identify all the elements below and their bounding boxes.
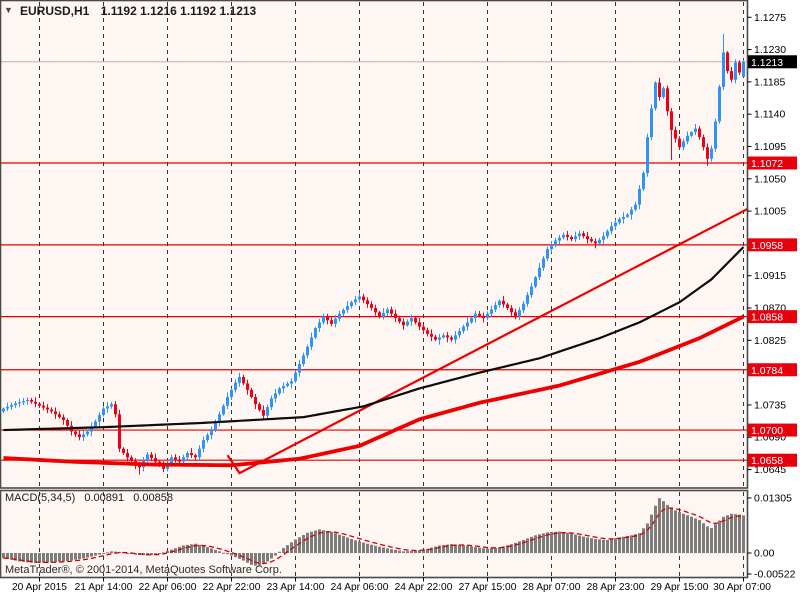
svg-text:1.0645: 1.0645 <box>754 464 786 476</box>
chart-marker-icon: ▼ <box>4 5 13 15</box>
svg-text:24 Apr 22:00: 24 Apr 22:00 <box>395 582 453 593</box>
chart-title: EURUSD,H1 1.1192 1.1216 1.1192 1.1213 <box>20 4 256 18</box>
svg-text:1.0958: 1.0958 <box>751 240 783 252</box>
svg-text:1.1050: 1.1050 <box>754 173 786 185</box>
svg-text:1.0784: 1.0784 <box>751 365 783 377</box>
quote-open: 1.1192 <box>100 4 137 18</box>
indicator-value-signal: 0.00858 <box>133 492 173 504</box>
indicator-value-main: 0.00891 <box>84 492 125 504</box>
svg-text:24 Apr 06:00: 24 Apr 06:00 <box>331 582 389 593</box>
svg-text:22 Apr 06:00: 22 Apr 06:00 <box>139 582 197 593</box>
svg-text:1.1072: 1.1072 <box>751 158 783 170</box>
macd-histogram <box>2 498 745 567</box>
macd-axis: 0.01305 0.00 -0.00522 <box>747 492 796 581</box>
svg-text:1.0858: 1.0858 <box>751 312 783 324</box>
candlestick-series <box>2 33 745 475</box>
svg-text:1.0915: 1.0915 <box>754 270 786 282</box>
symbol-period-label: EURUSD,H1 <box>20 4 90 18</box>
svg-text:1.1140: 1.1140 <box>754 109 785 121</box>
svg-text:1.0658: 1.0658 <box>751 455 783 467</box>
moving-average-red <box>3 314 745 468</box>
moving-average-black <box>3 246 745 432</box>
price-level-labels: 1.1072 1.0958 1.0858 1.0784 1.0700 1.0658 <box>748 156 797 467</box>
svg-text:1.1185: 1.1185 <box>754 76 785 88</box>
ascending-trendline <box>226 207 749 475</box>
svg-text:-0.00522: -0.00522 <box>754 569 796 581</box>
main-pane-border <box>0 0 749 489</box>
svg-text:20 Apr 2015: 20 Apr 2015 <box>12 582 67 593</box>
svg-text:29 Apr 15:00: 29 Apr 15:00 <box>651 582 709 593</box>
svg-text:0.01305: 0.01305 <box>754 492 792 504</box>
quote-low: 1.1192 <box>180 4 217 18</box>
svg-text:1.1005: 1.1005 <box>754 206 786 218</box>
svg-text:22 Apr 22:00: 22 Apr 22:00 <box>203 582 261 593</box>
indicator-name: MACD(5,34,5) <box>5 492 76 504</box>
svg-text:28 Apr 23:00: 28 Apr 23:00 <box>587 582 645 593</box>
copyright-text: MetaTrader®, © 2001-2014, MetaQuotes Sof… <box>5 564 282 576</box>
svg-text:1.0700: 1.0700 <box>751 425 783 437</box>
svg-text:21 Apr 14:00: 21 Apr 14:00 <box>75 582 133 593</box>
quote-close: 1.1213 <box>219 4 257 18</box>
price-level-lines <box>0 162 748 461</box>
svg-text:1.1230: 1.1230 <box>754 44 786 56</box>
svg-text:30 Apr 07:00: 30 Apr 07:00 <box>713 582 771 593</box>
svg-text:0.00: 0.00 <box>754 548 775 560</box>
svg-text:1.1095: 1.1095 <box>754 141 786 153</box>
svg-text:1.1213: 1.1213 <box>751 57 783 69</box>
svg-text:1.0735: 1.0735 <box>754 399 786 411</box>
macd-signal-line <box>3 507 744 565</box>
svg-text:28 Apr 07:00: 28 Apr 07:00 <box>523 582 581 593</box>
indicator-label: MACD(5,34,5) 0.00891 0.00858 <box>5 492 179 504</box>
current-price-label: 1.1213 <box>748 55 797 69</box>
svg-text:23 Apr 14:00: 23 Apr 14:00 <box>267 582 325 593</box>
svg-text:1.1275: 1.1275 <box>754 12 786 24</box>
svg-text:27 Apr 15:00: 27 Apr 15:00 <box>459 582 517 593</box>
svg-text:1.0825: 1.0825 <box>754 335 786 347</box>
quote-high: 1.1216 <box>140 4 177 18</box>
time-axis: 20 Apr 2015 21 Apr 14:00 22 Apr 06:00 22 Ap… <box>12 577 771 593</box>
macd-pane-border <box>0 489 749 579</box>
